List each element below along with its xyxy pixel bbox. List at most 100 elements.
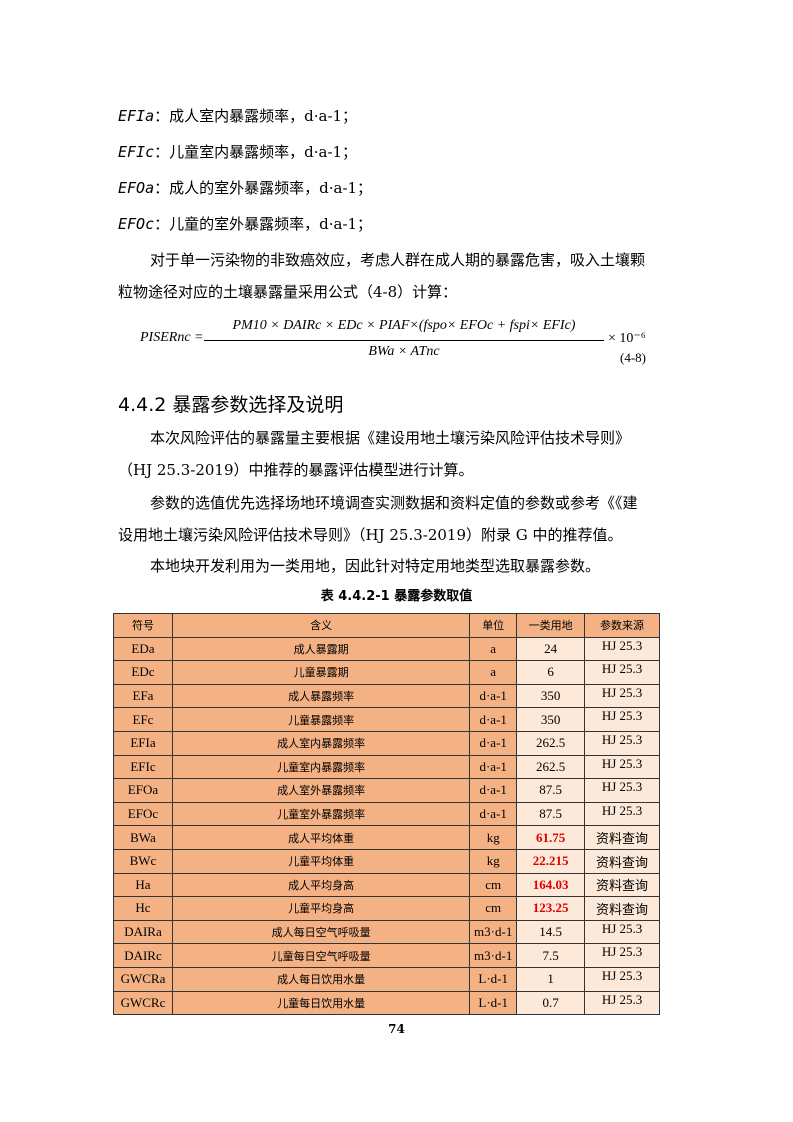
paragraph-line: 参数的选值优先选择场地环境调查实测数据和资料定值的参数或参考《《建 (150, 494, 638, 512)
value-cell: 61.75 (516, 825, 586, 850)
equation-number: (4-8) (620, 350, 646, 365)
meaning-cell: 成人室外暴露频率 (171, 778, 471, 803)
formula-4-8: PISERnc = PM10 × DAIRc × EDc × PIAF×(fsp… (140, 318, 660, 368)
unit-cell: L·d-1 (469, 990, 518, 1016)
source-cell: HJ 25.3 (584, 683, 660, 709)
table-row: EFOa 成人室外暴露频率 d·a-1 87.5 HJ 25.3 (113, 778, 660, 803)
table-row: EFIc 儿童室内暴露频率 d·a-1 262.5 HJ 25.3 (113, 754, 660, 780)
source-cell: HJ 25.3 (584, 778, 660, 803)
symbol-cell: EDa (113, 636, 173, 662)
formula-numerator: PM10 × DAIRc × EDc × PIAF×(fspo× EFOc + … (232, 318, 576, 333)
symbol-cell: EFOa (113, 778, 173, 803)
value-cell: 0.7 (516, 990, 586, 1016)
table-row: EDa 成人暴露期 a 24 HJ 25.3 (113, 636, 660, 662)
column-header: 符号 (113, 613, 173, 638)
source-cell: 资料查询 (584, 848, 660, 874)
unit-cell: d·a-1 (469, 707, 518, 732)
symbol-cell: BWa (113, 825, 173, 850)
symbol: EFOa (118, 179, 155, 197)
unit-cell: m3·d-1 (469, 919, 518, 945)
unit-cell: a (469, 636, 518, 662)
symbol-cell: EFIa (113, 730, 173, 756)
meaning-cell: 成人平均身高 (171, 872, 471, 898)
symbol-cell: Hc (113, 896, 173, 921)
table-caption: 表 4.4.2-1 暴露参数取值 (320, 589, 473, 604)
table-row: GWCRa 成人每日饮用水量 L·d-1 1 HJ 25.3 (113, 966, 660, 992)
meaning-cell: 儿童每日饮用水量 (171, 990, 471, 1016)
value-cell: 22.215 (516, 848, 586, 874)
fraction-bar (204, 340, 604, 341)
source-cell: 资料查询 (584, 872, 660, 898)
definition-efoc: EFOc：儿童的室外暴露频率，d·a-1； (118, 213, 372, 234)
symbol-cell: DAIRc (113, 943, 173, 968)
column-header: 单位 (469, 613, 518, 638)
definition-efic: EFIc：儿童室内暴露频率，d·a-1； (118, 141, 357, 162)
symbol-cell: EFIc (113, 754, 173, 780)
definition-text: ：成人的室外暴露频率，d·a-1； (154, 179, 373, 197)
definition-efia: EFIa：成人室内暴露频率，d·a-1； (118, 105, 357, 126)
symbol-cell: EFOc (113, 801, 173, 827)
value-cell: 24 (516, 636, 586, 662)
page-number: 74 (388, 1022, 405, 1036)
unit-cell: d·a-1 (469, 683, 518, 709)
unit-cell: cm (469, 872, 518, 898)
table-header-row: 符号 含义 单位 一类用地 参数来源 (113, 613, 660, 638)
unit-cell: d·a-1 (469, 730, 518, 756)
table-row: DAIRa 成人每日空气呼吸量 m3·d-1 14.5 HJ 25.3 (113, 919, 660, 945)
value-cell: 262.5 (516, 730, 586, 756)
column-header: 一类用地 (516, 613, 586, 638)
value-cell: 87.5 (516, 778, 586, 803)
source-cell: HJ 25.3 (584, 966, 660, 992)
unit-cell: d·a-1 (469, 801, 518, 827)
value-cell: 14.5 (516, 919, 586, 945)
column-header: 参数来源 (584, 613, 660, 638)
table-row: EFIa 成人室内暴露频率 d·a-1 262.5 HJ 25.3 (113, 730, 660, 756)
symbol: EFOc (118, 215, 155, 233)
source-cell: HJ 25.3 (584, 754, 660, 780)
unit-cell: cm (469, 896, 518, 921)
symbol-cell: GWCRa (113, 966, 173, 992)
source-cell: HJ 25.3 (584, 943, 660, 968)
meaning-cell: 成人平均体重 (171, 825, 471, 850)
table-row: EFOc 儿童室外暴露频率 d·a-1 87.5 HJ 25.3 (113, 801, 660, 827)
symbol-cell: EFa (113, 683, 173, 709)
value-cell: 1 (516, 966, 586, 992)
table-row: EFa 成人暴露频率 d·a-1 350 HJ 25.3 (113, 683, 660, 709)
source-cell: HJ 25.3 (584, 660, 660, 685)
table-row: Hc 儿童平均身高 cm 123.25 资料查询 (113, 896, 660, 921)
meaning-cell: 儿童暴露频率 (171, 707, 471, 732)
meaning-cell: 成人暴露频率 (171, 683, 471, 709)
unit-cell: kg (469, 825, 518, 850)
unit-cell: m3·d-1 (469, 943, 518, 968)
symbol-cell: DAIRa (113, 919, 173, 945)
meaning-cell: 成人暴露期 (171, 636, 471, 662)
formula-denominator: BWa × ATnc (368, 344, 440, 359)
table-row: DAIRc 儿童每日空气呼吸量 m3·d-1 7.5 HJ 25.3 (113, 943, 660, 968)
paragraph-line: 本地块开发利用为一类用地，因此针对特定用地类型选取暴露参数。 (150, 557, 601, 575)
table-row: Ha 成人平均身高 cm 164.03 资料查询 (113, 872, 660, 898)
meaning-cell: 儿童平均体重 (171, 848, 471, 874)
symbol-cell: EFc (113, 707, 173, 732)
value-cell: 350 (516, 707, 586, 732)
meaning-cell: 成人每日空气呼吸量 (171, 919, 471, 945)
meaning-cell: 儿童暴露期 (171, 660, 471, 685)
source-cell: 资料查询 (584, 825, 660, 850)
source-cell: HJ 25.3 (584, 730, 660, 756)
source-cell: HJ 25.3 (584, 707, 660, 732)
symbol-cell: GWCRc (113, 990, 173, 1016)
unit-cell: d·a-1 (469, 778, 518, 803)
unit-cell: d·a-1 (469, 754, 518, 780)
definition-text: ：儿童的室外暴露频率，d·a-1； (154, 215, 373, 233)
definition-text: ：儿童室内暴露频率，d·a-1； (154, 143, 358, 161)
unit-cell: a (469, 660, 518, 685)
meaning-cell: 成人每日饮用水量 (171, 966, 471, 992)
section-heading: 4.4.2 暴露参数选择及说明 (118, 394, 344, 416)
symbol-cell: BWc (113, 848, 173, 874)
table-row: EDc 儿童暴露期 a 6 HJ 25.3 (113, 660, 660, 685)
column-header: 含义 (171, 613, 471, 638)
value-cell: 262.5 (516, 754, 586, 780)
value-cell: 7.5 (516, 943, 586, 968)
paragraph-line: （HJ 25.3-2019）中推荐的暴露评估模型进行计算。 (118, 461, 474, 479)
paragraph-line: 设用地土壤污染风险评估技术导则》（HJ 25.3-2019）附录 G 中的推荐值… (118, 526, 623, 544)
